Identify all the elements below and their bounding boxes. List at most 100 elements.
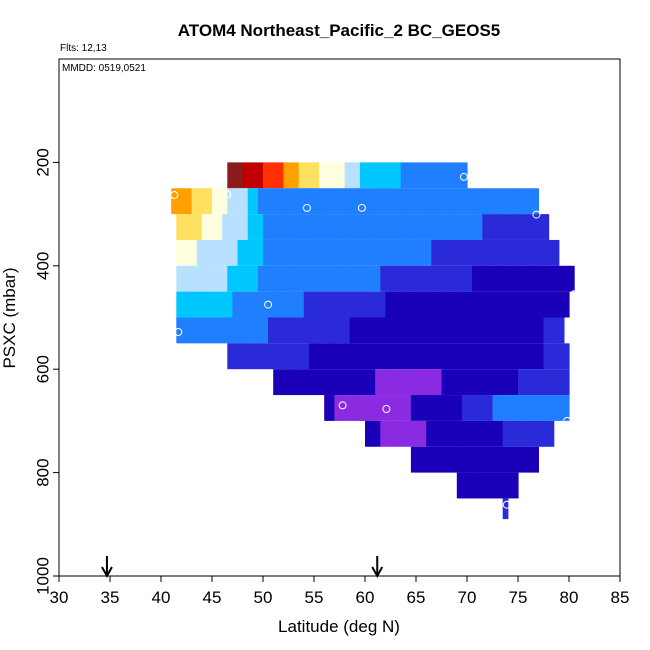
heatmap-cell <box>268 239 274 266</box>
heatmap-cell <box>456 369 463 396</box>
heatmap-cell <box>416 317 422 344</box>
y-axis: 200 400 600 800 1000 <box>33 148 60 595</box>
heatmap-cell <box>518 420 524 447</box>
heatmap-cell <box>497 291 504 318</box>
heatmap-cell <box>528 446 534 473</box>
heatmap-cell <box>181 317 188 344</box>
heatmap-cell <box>533 239 539 266</box>
heatmap-cell <box>247 188 254 215</box>
heatmap-cell <box>293 265 300 292</box>
heatmap-cell <box>339 291 346 318</box>
heatmap-cell <box>339 188 346 215</box>
heatmap-cell <box>247 239 254 266</box>
heatmap-cell <box>497 317 504 344</box>
heatmap-cell <box>395 291 402 318</box>
heatmap-cell <box>380 420 386 447</box>
heatmap-cell <box>472 291 478 318</box>
heatmap-cell <box>405 395 412 421</box>
flight-point <box>563 416 571 425</box>
heatmap-cell <box>395 317 402 344</box>
heatmap-cell <box>528 291 534 318</box>
heatmap-cell <box>421 317 427 344</box>
heatmap-cell <box>298 214 305 240</box>
flight-point <box>223 190 232 199</box>
heatmap-cell <box>324 188 330 215</box>
heatmap-cell <box>528 214 534 240</box>
heatmap-cell <box>370 343 376 370</box>
heatmap-cell <box>400 343 407 370</box>
heatmap-cell <box>298 343 305 370</box>
heatmap-cell <box>477 446 483 473</box>
heatmap-cell <box>563 343 570 370</box>
heatmap-cell <box>308 214 315 240</box>
heatmap-cell <box>365 291 371 318</box>
heatmap-cell <box>308 162 315 189</box>
heatmap-cell <box>436 265 443 292</box>
heatmap-cell <box>268 265 274 292</box>
heatmap-cell <box>181 239 188 266</box>
heatmap-cell <box>502 214 509 240</box>
heatmap-cell <box>283 188 290 215</box>
heatmap-cell <box>410 239 417 266</box>
heatmap-cell <box>247 343 254 370</box>
heatmap-cell <box>354 239 361 266</box>
heatmap-cell <box>232 239 239 266</box>
heatmap-cell <box>523 188 529 215</box>
heatmap-cell <box>247 291 254 318</box>
heatmap-cell <box>206 214 213 240</box>
heatmap-cell <box>523 214 529 240</box>
heatmap-cell <box>563 291 570 318</box>
heatmap-cell <box>186 188 193 215</box>
heatmap-cell <box>482 395 488 421</box>
heatmap-cell <box>507 239 514 266</box>
heatmap-cell <box>227 317 233 344</box>
heatmap-cell <box>467 369 473 396</box>
heatmap-cell <box>196 291 203 318</box>
heatmap-cell <box>502 239 509 266</box>
heatmap-cell <box>319 343 325 370</box>
heatmap-cell <box>273 343 279 370</box>
heatmap-cell <box>288 343 295 370</box>
heatmap-cell <box>314 317 320 344</box>
heatmap-cell <box>257 239 264 266</box>
heatmap-cell <box>461 265 468 292</box>
heatmap-cell <box>263 343 269 370</box>
heatmap-cell <box>365 265 371 292</box>
heatmap-cell <box>314 162 320 189</box>
flight-point <box>532 210 541 219</box>
heatmap-cell <box>477 317 483 344</box>
heatmap-cell <box>395 239 402 266</box>
heatmap-cell <box>410 188 417 215</box>
heatmap-cell <box>329 239 335 266</box>
heatmap-cell <box>548 343 555 370</box>
heatmap-cell <box>507 214 514 240</box>
heatmap-cell <box>385 239 392 266</box>
x-tick-label: 45 <box>203 588 222 607</box>
heatmap-cell <box>395 343 402 370</box>
heatmap-cell <box>314 188 320 215</box>
heatmap-cell <box>426 446 432 473</box>
heatmap-cell <box>467 214 473 240</box>
heatmap-cell <box>400 420 407 447</box>
heatmap-cell <box>461 291 468 318</box>
heatmap-cell <box>446 369 453 396</box>
heatmap-cell <box>365 214 371 240</box>
heatmap-cell <box>359 239 366 266</box>
heatmap-cell <box>191 188 198 215</box>
heatmap-cell <box>456 188 463 215</box>
heatmap-cell <box>518 369 524 396</box>
heatmap-cell <box>227 162 233 189</box>
heatmap-cell <box>558 265 565 292</box>
heatmap-cell <box>492 446 499 473</box>
heatmap-cell <box>472 214 478 240</box>
heatmap-cell <box>472 420 478 447</box>
heatmap-cell <box>492 188 499 215</box>
heatmap-cell <box>222 317 228 344</box>
heatmap-cell <box>451 446 458 473</box>
heatmap-cell <box>252 317 259 344</box>
heatmap-cell <box>263 265 269 292</box>
heatmap-cell <box>308 291 315 318</box>
heatmap-cell <box>492 343 499 370</box>
heatmap-cell <box>441 162 448 189</box>
heatmap-cell <box>303 188 310 215</box>
